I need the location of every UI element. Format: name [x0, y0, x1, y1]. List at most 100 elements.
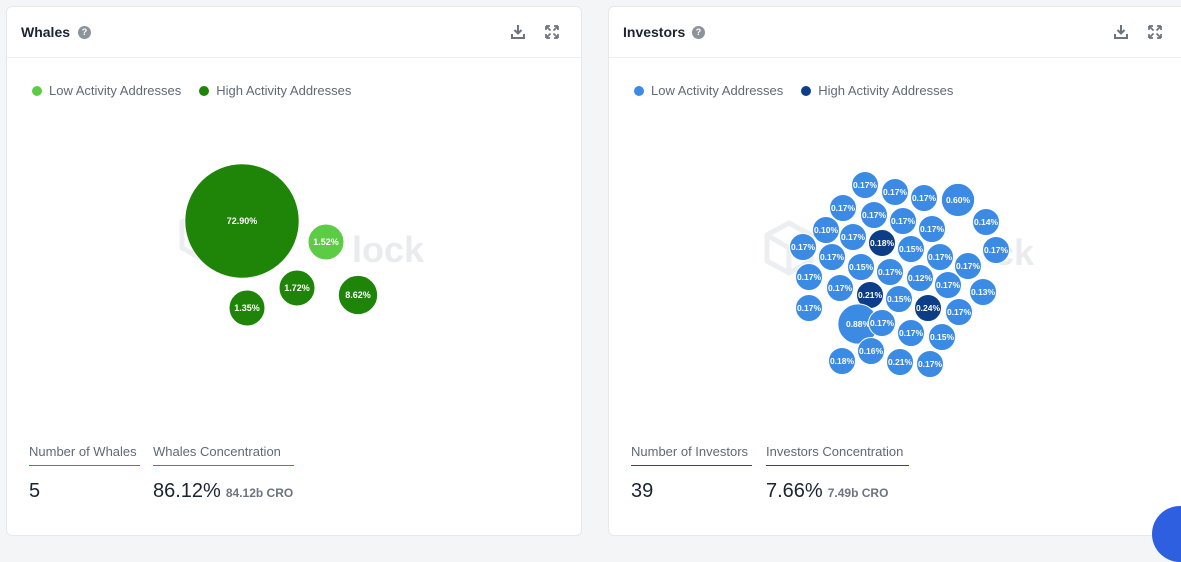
bubble-label: 0.12%: [908, 273, 933, 283]
bubble-label: 0.15%: [899, 244, 924, 254]
bubble[interactable]: [881, 178, 909, 206]
bubble-label: 0.13%: [971, 287, 996, 297]
bubble[interactable]: [278, 269, 316, 307]
bubble-label: 0.17%: [862, 210, 887, 220]
expand-icon[interactable]: [1147, 24, 1163, 40]
bubble-label: 0.17%: [831, 203, 856, 213]
bubble-label: 0.17%: [797, 272, 822, 282]
bubble[interactable]: [885, 285, 913, 313]
bubble[interactable]: [889, 207, 917, 235]
investors-count-value: 39: [631, 480, 654, 502]
bubble[interactable]: [972, 208, 1000, 236]
watermark-text: lock: [352, 229, 425, 270]
bubble[interactable]: [918, 215, 946, 243]
legend-low-label: Low Activity Addresses: [651, 83, 784, 98]
legend-high-label: High Activity Addresses: [818, 83, 954, 98]
expand-icon[interactable]: [544, 24, 560, 40]
bubble[interactable]: [812, 216, 840, 244]
whales-concentration-stat: Whales Concentration 86.12% 84.12b CRO: [153, 444, 294, 503]
bubble[interactable]: [897, 235, 925, 263]
bubble-label: 0.17%: [928, 252, 953, 262]
investors-concentration-label: Investors Concentration: [766, 444, 909, 466]
bubble-label: 0.15%: [849, 262, 874, 272]
bubble[interactable]: [228, 289, 266, 327]
whales-count-value: 5: [29, 480, 41, 502]
bubble-label: 0.17%: [956, 261, 981, 271]
investors-title: Investors: [623, 24, 686, 40]
bubble[interactable]: [945, 298, 973, 326]
bubble[interactable]: [839, 223, 867, 251]
download-icon[interactable]: [510, 24, 526, 40]
bubble[interactable]: [897, 319, 925, 347]
bubble-label: 0.17%: [797, 303, 822, 313]
bubble-label: 0.17%: [870, 318, 895, 328]
bubble[interactable]: [928, 323, 956, 351]
bubble[interactable]: [934, 271, 962, 299]
bubble-label: 0.24%: [916, 303, 941, 313]
help-icon[interactable]: ?: [78, 26, 91, 39]
bubble[interactable]: [307, 223, 345, 261]
bubble[interactable]: [868, 229, 896, 257]
bubble-label: 1.72%: [284, 283, 310, 293]
bubble[interactable]: [795, 294, 823, 322]
bubble[interactable]: [910, 184, 938, 212]
legend-low-activity[interactable]: Low Activity Addresses: [634, 83, 783, 98]
bubble[interactable]: [868, 309, 896, 337]
bubble-label: 0.17%: [899, 328, 924, 338]
investors-count-stat: Number of Investors 39: [631, 444, 752, 503]
legend-low-activity[interactable]: Low Activity Addresses: [32, 83, 181, 98]
whales-concentration-label: Whales Concentration: [153, 444, 294, 466]
bubble[interactable]: [851, 171, 879, 199]
bubble[interactable]: [860, 201, 888, 229]
bubble[interactable]: [795, 263, 823, 291]
bubble[interactable]: [857, 337, 885, 365]
bubble[interactable]: [847, 253, 875, 281]
whales-panel: Whales ? Low Activity Addresses High Act…: [6, 6, 582, 536]
bubble[interactable]: [926, 243, 954, 271]
bubble[interactable]: [916, 350, 944, 378]
legend-low-dot: [634, 85, 644, 96]
bubble-label: 0.17%: [878, 267, 903, 277]
bubble[interactable]: [818, 243, 846, 271]
bubble-label: 0.17%: [912, 193, 937, 203]
bubble[interactable]: [826, 274, 854, 302]
download-icon[interactable]: [1113, 24, 1129, 40]
bubble-label: 0.18%: [870, 238, 895, 248]
bubble-label: 0.15%: [887, 294, 912, 304]
whales-bubble-chart: lock 72.90% 1.52% 1.35% 1.72% 8.62%: [179, 163, 425, 327]
bubble[interactable]: [337, 274, 379, 316]
bubble-label: 0.21%: [858, 290, 883, 300]
bubble-label: 0.60%: [946, 195, 971, 205]
help-icon[interactable]: ?: [692, 26, 705, 39]
investors-panel-header: Investors ?: [609, 7, 1181, 58]
bubble[interactable]: [940, 182, 976, 218]
bubble[interactable]: [828, 347, 856, 375]
investors-legend: Low Activity Addresses High Activity Add…: [634, 83, 971, 98]
bubble-label: 0.18%: [830, 356, 855, 366]
bubble-label: 0.17%: [791, 242, 816, 252]
legend-high-dot: [199, 85, 210, 96]
bubble-label: 0.21%: [888, 357, 913, 367]
legend-high-label: High Activity Addresses: [216, 83, 352, 98]
bubble[interactable]: [184, 163, 300, 279]
bubble[interactable]: [829, 194, 857, 222]
bubble[interactable]: [906, 264, 934, 292]
bubble[interactable]: [914, 294, 942, 322]
bubble[interactable]: [876, 258, 904, 286]
legend-high-activity[interactable]: High Activity Addresses: [199, 83, 351, 98]
investors-concentration-sub: 7.49b CRO: [827, 486, 889, 500]
investors-bubble-chart: ck 0.17%0.17%0.17% 0.60%0.17%0.17%0.17%0.…: [764, 171, 1035, 378]
bubble[interactable]: [969, 278, 997, 306]
bubble-label: 0.88%: [846, 319, 871, 329]
bubble[interactable]: [982, 236, 1010, 264]
bubble[interactable]: [954, 252, 982, 280]
bubble-label: 0.17%: [820, 252, 845, 262]
whales-count-stat: Number of Whales 5: [29, 444, 140, 503]
whales-title: Whales: [21, 24, 71, 40]
investors-concentration-value: 7.66%: [766, 480, 823, 502]
legend-high-activity[interactable]: High Activity Addresses: [801, 83, 953, 98]
whales-concentration-value: 86.12%: [153, 480, 221, 502]
bubble-label: 1.52%: [313, 237, 339, 247]
bubble[interactable]: [886, 348, 914, 376]
bubble[interactable]: [789, 233, 817, 261]
